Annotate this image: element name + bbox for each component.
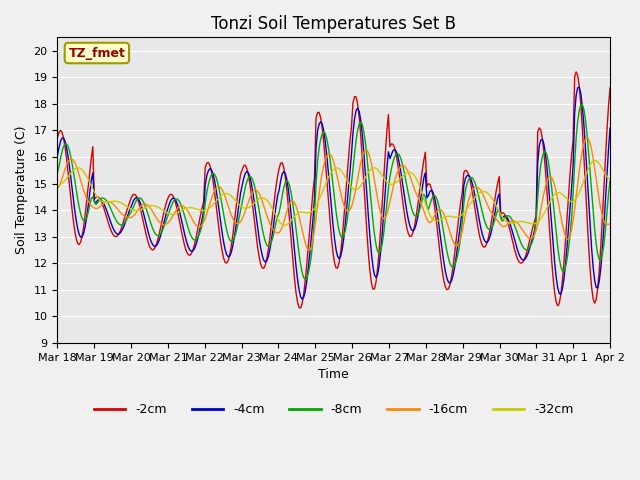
- -32cm: [122, 203, 129, 208]
- Line: -16cm: -16cm: [58, 138, 610, 250]
- -2cm: [606, 84, 614, 90]
- -4cm: [122, 220, 129, 226]
- -32cm: [297, 209, 305, 215]
- -32cm: [237, 203, 244, 209]
- -32cm: [246, 204, 253, 210]
- Line: -32cm: -32cm: [58, 160, 610, 225]
- -8cm: [218, 203, 226, 208]
- Line: -2cm: -2cm: [58, 72, 610, 308]
- -16cm: [246, 195, 253, 201]
- -32cm: [54, 182, 61, 188]
- -32cm: [218, 192, 226, 198]
- -16cm: [606, 221, 614, 227]
- Text: TZ_fmet: TZ_fmet: [68, 47, 125, 60]
- -16cm: [305, 247, 312, 253]
- -8cm: [295, 251, 303, 257]
- -4cm: [246, 174, 253, 180]
- -16cm: [122, 214, 129, 219]
- -16cm: [218, 187, 226, 192]
- -2cm: [54, 135, 61, 141]
- -8cm: [577, 102, 585, 108]
- -32cm: [282, 222, 289, 228]
- -2cm: [579, 126, 586, 132]
- Line: -8cm: -8cm: [58, 105, 610, 279]
- -8cm: [54, 170, 61, 176]
- Line: -4cm: -4cm: [58, 87, 610, 299]
- -32cm: [591, 157, 598, 163]
- -32cm: [577, 186, 585, 192]
- -4cm: [298, 296, 306, 302]
- -2cm: [237, 171, 244, 177]
- -4cm: [606, 125, 614, 131]
- Title: Tonzi Soil Temperatures Set B: Tonzi Soil Temperatures Set B: [211, 15, 456, 33]
- X-axis label: Time: Time: [318, 368, 349, 381]
- -4cm: [237, 190, 244, 196]
- -2cm: [246, 181, 253, 187]
- -16cm: [295, 214, 303, 220]
- -16cm: [583, 135, 591, 141]
- -8cm: [246, 174, 253, 180]
- -2cm: [572, 69, 580, 75]
- -8cm: [122, 219, 129, 225]
- -8cm: [579, 102, 586, 108]
- -32cm: [606, 176, 614, 182]
- Legend: -2cm, -4cm, -8cm, -16cm, -32cm: -2cm, -4cm, -8cm, -16cm, -32cm: [89, 398, 579, 421]
- -8cm: [301, 276, 309, 282]
- -8cm: [237, 207, 244, 213]
- -8cm: [606, 178, 614, 183]
- -2cm: [218, 248, 226, 254]
- -2cm: [122, 213, 129, 219]
- -4cm: [54, 153, 61, 159]
- -16cm: [54, 186, 61, 192]
- -4cm: [579, 104, 586, 109]
- -4cm: [575, 84, 583, 90]
- Y-axis label: Soil Temperature (C): Soil Temperature (C): [15, 126, 28, 254]
- -4cm: [295, 287, 303, 293]
- -16cm: [577, 157, 585, 163]
- -2cm: [297, 305, 305, 311]
- -2cm: [295, 305, 303, 311]
- -4cm: [218, 230, 226, 236]
- -16cm: [237, 219, 244, 225]
